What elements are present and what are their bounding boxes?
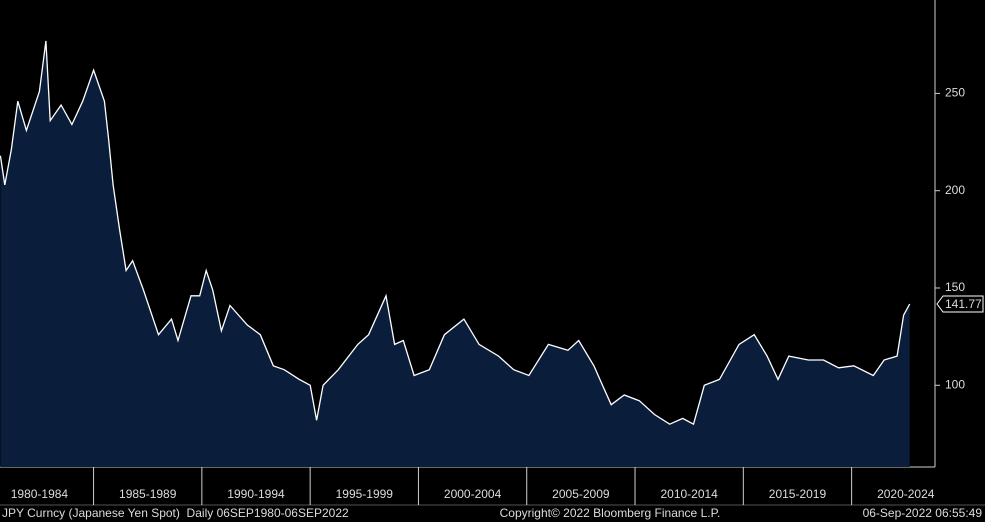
last-value-box — [936, 295, 984, 313]
x-tick-label: 2010-2014 — [660, 487, 718, 501]
x-tick-label: 2015-2019 — [769, 487, 827, 501]
x-tick-label: 2000-2004 — [444, 487, 502, 501]
footer-center: Copyright© 2022 Bloomberg Finance L.P. — [500, 506, 721, 520]
line — [0, 40, 911, 426]
x-tick-label: 1990-1994 — [227, 487, 285, 501]
y-tick-label: 200 — [945, 183, 965, 197]
x-tick-label: 1985-1989 — [119, 487, 177, 501]
area — [0, 40, 910, 468]
x-tick-label: 1980-1984 — [11, 487, 69, 501]
y-tick-label: 100 — [945, 377, 965, 391]
last-value-label: 141.77 — [945, 297, 982, 311]
footer-left: JPY Curncy (Japanese Yen Spot) Daily 06S… — [2, 506, 349, 520]
x-tick-label: 2005-2009 — [552, 487, 610, 501]
y-tick-label: 150 — [945, 280, 965, 294]
x-tick-label: 1995-1999 — [336, 487, 394, 501]
footer-right: 06-Sep-2022 06:55:49 — [863, 506, 983, 520]
x-tick-label: 2020-2024 — [877, 487, 935, 501]
y-tick-label: 250 — [945, 86, 965, 100]
